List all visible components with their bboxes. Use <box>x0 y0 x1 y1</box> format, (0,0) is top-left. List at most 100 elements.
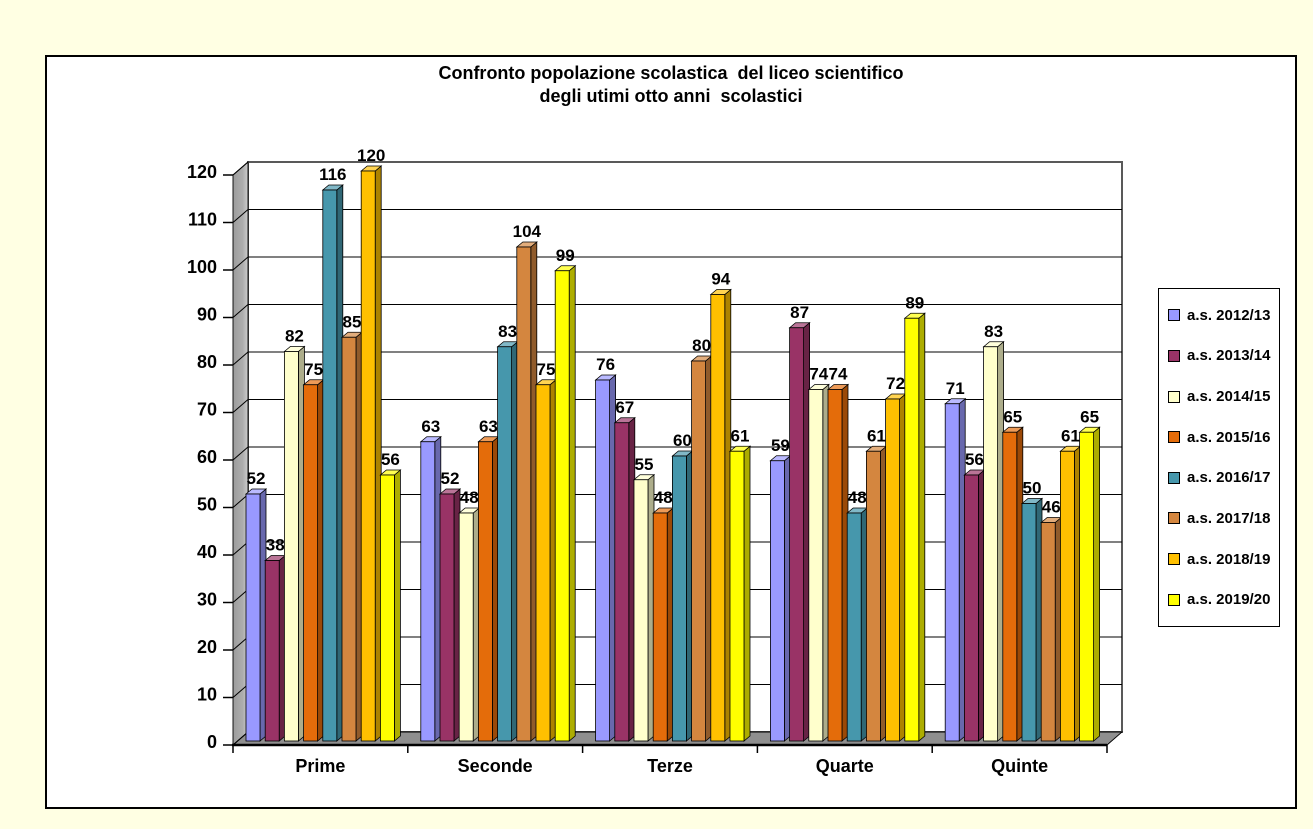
bar <box>379 474 395 742</box>
bar-value-label: 99 <box>556 246 575 265</box>
y-axis-label: 120 <box>187 162 217 182</box>
bar-value-label: 60 <box>673 431 692 450</box>
wall-tick <box>232 589 249 603</box>
bar <box>866 450 881 742</box>
bar-value-label: 74 <box>809 365 828 384</box>
bar-value-label: 56 <box>381 450 400 469</box>
wall-tick <box>232 399 249 413</box>
bar <box>1002 431 1018 742</box>
legend-marker-icon <box>1168 471 1180 484</box>
bar-value-label: 116 <box>319 165 346 184</box>
y-axis-label: 20 <box>197 637 217 657</box>
y-axis-label: 0 <box>207 732 217 752</box>
y-axis-label: 30 <box>197 590 217 610</box>
y-axis-label: 50 <box>197 495 217 515</box>
bar-side-face <box>918 312 926 742</box>
chart-title-line2: degli utimi otto anni scolastici <box>539 86 803 106</box>
bar-value-label: 56 <box>965 450 984 469</box>
bar <box>245 493 261 742</box>
bar-value-label: 61 <box>731 426 750 445</box>
bar-value-label: 46 <box>1042 498 1061 517</box>
bar <box>283 351 299 742</box>
bar <box>420 441 436 742</box>
bar <box>710 294 726 742</box>
bar-value-label: 52 <box>441 469 460 488</box>
bar <box>944 403 960 742</box>
y-axis-label: 100 <box>187 257 217 277</box>
bar <box>652 512 668 742</box>
bar <box>535 384 551 742</box>
bar-value-label: 48 <box>848 488 867 507</box>
y-axis-label: 110 <box>188 210 217 230</box>
bar-value-label: 50 <box>1023 479 1042 498</box>
wall-tick <box>232 494 249 508</box>
y-axis-label: 90 <box>197 305 217 325</box>
bar-value-label: 75 <box>537 360 556 379</box>
bar-value-label: 72 <box>886 374 905 393</box>
legend-marker-icon <box>1168 553 1180 566</box>
x-axis-label: Quinte <box>991 756 1048 776</box>
bar-value-label: 52 <box>247 469 266 488</box>
bar-value-label: 120 <box>357 146 385 165</box>
bar <box>1040 522 1056 742</box>
legend-label: a.s. 2017/18 <box>1187 509 1271 527</box>
legend-label: a.s. 2012/13 <box>1187 306 1271 324</box>
wall-tick <box>232 684 249 698</box>
bar <box>885 398 900 742</box>
bar-side-face <box>743 445 751 742</box>
bar <box>458 512 474 742</box>
bar <box>846 512 862 742</box>
bar-value-label: 94 <box>711 270 730 289</box>
bar <box>789 327 804 742</box>
bar-value-label: 75 <box>304 360 323 379</box>
legend-item: a.s. 2016/17 <box>1168 469 1279 486</box>
bar-value-label: 48 <box>654 488 673 507</box>
legend-item: a.s. 2012/13 <box>1168 307 1279 324</box>
bar <box>516 246 532 742</box>
bar-value-label: 89 <box>905 293 924 312</box>
bar-value-label: 48 <box>460 488 479 507</box>
chart-legend: a.s. 2012/13 a.s. 2013/14 a.s. 2014/15 a.s.… <box>1158 288 1280 627</box>
legend-item: a.s. 2015/16 <box>1168 429 1279 446</box>
legend-marker-icon <box>1168 593 1180 606</box>
bar <box>595 379 610 742</box>
bar <box>497 346 513 742</box>
legend-label: a.s. 2013/14 <box>1187 347 1271 365</box>
x-axis-label: Prime <box>295 756 345 776</box>
bar-value-label: 65 <box>1080 407 1099 426</box>
bar <box>1060 450 1075 742</box>
wall-tick <box>232 731 249 746</box>
x-axis-label: Terze <box>647 756 693 776</box>
wall-tick <box>232 351 249 366</box>
bar-value-label: 71 <box>946 379 965 398</box>
x-axis-label: Quarte <box>816 756 874 776</box>
bar <box>770 460 785 742</box>
bar <box>633 479 649 742</box>
y-axis-label: 80 <box>197 352 217 372</box>
plot-area: 0 10 20 30 40 50 60 70 80 90 100 110 120 Prime Seconde… <box>187 146 1124 776</box>
chart-title-line1: Confronto popolazione scolastica del lic… <box>438 63 904 83</box>
y-axis-label: 40 <box>197 542 217 562</box>
bar-value-label: 74 <box>829 365 848 384</box>
legend-item: a.s. 2018/19 <box>1168 551 1279 568</box>
wall-tick <box>232 636 249 651</box>
bar-value-label: 83 <box>984 322 1003 341</box>
bar-value-label: 61 <box>1061 426 1080 445</box>
legend-label: a.s. 2019/20 <box>1187 591 1271 609</box>
bar-side-face <box>393 469 401 742</box>
bar-side-face <box>1093 426 1100 742</box>
legend-marker-icon <box>1168 390 1180 403</box>
bar <box>554 270 570 742</box>
wall-tick <box>232 446 249 461</box>
legend-label: a.s. 2018/19 <box>1187 550 1271 568</box>
wall-tick <box>232 256 249 271</box>
bar-value-label: 65 <box>1003 407 1022 426</box>
bar-value-label: 67 <box>615 398 634 417</box>
legend-marker-icon <box>1168 349 1180 362</box>
legend-marker-icon <box>1168 512 1180 525</box>
legend-item: a.s. 2013/14 <box>1168 347 1279 364</box>
bar <box>303 384 319 742</box>
bar <box>808 389 824 742</box>
